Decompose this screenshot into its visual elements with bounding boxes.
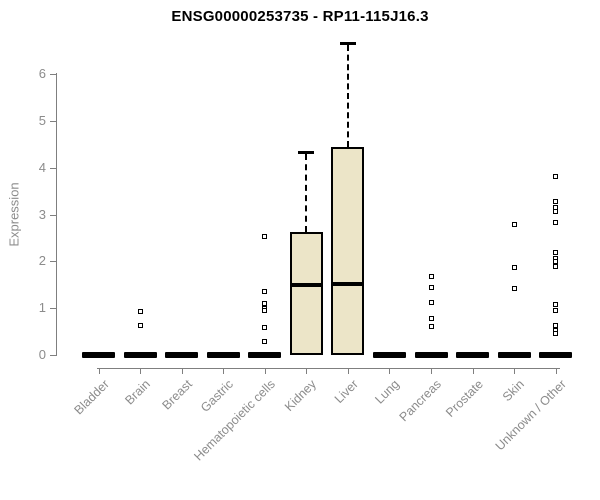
x-tick-label: Lung bbox=[372, 377, 402, 407]
y-tick-label: 6 bbox=[38, 66, 46, 81]
y-tick bbox=[50, 308, 56, 309]
y-tick bbox=[50, 261, 56, 262]
zero-bar bbox=[539, 352, 572, 358]
outlier-point bbox=[553, 209, 558, 214]
x-tick bbox=[556, 368, 557, 374]
outlier-point bbox=[553, 323, 558, 328]
chart-title: ENSG00000253735 - RP11-115J16.3 bbox=[171, 8, 429, 25]
y-tick-label: 1 bbox=[38, 300, 46, 315]
whisker-cap bbox=[298, 151, 314, 154]
outlier-point bbox=[553, 220, 558, 225]
outlier-point bbox=[553, 308, 558, 313]
zero-bar bbox=[124, 352, 157, 358]
box bbox=[290, 232, 323, 355]
outlier-point bbox=[429, 274, 434, 279]
y-tick bbox=[50, 215, 56, 216]
y-tick bbox=[50, 168, 56, 169]
zero-bar bbox=[248, 352, 281, 358]
y-tick bbox=[50, 74, 56, 75]
outlier-point bbox=[138, 309, 143, 314]
outlier-point bbox=[553, 264, 558, 269]
median-line bbox=[331, 282, 364, 286]
outlier-point bbox=[553, 302, 558, 307]
median-line bbox=[290, 283, 323, 287]
outlier-point bbox=[262, 301, 267, 306]
y-tick-label: 4 bbox=[38, 160, 46, 175]
zero-bar bbox=[165, 352, 198, 358]
x-tick bbox=[182, 368, 183, 374]
y-tick-label: 3 bbox=[38, 207, 46, 222]
x-tick-label: Kidney bbox=[281, 377, 319, 414]
y-tick-label: 0 bbox=[38, 347, 46, 362]
y-tick-label: 2 bbox=[38, 253, 46, 268]
x-tick-label: Pancreas bbox=[396, 377, 444, 425]
outlier-point bbox=[262, 339, 267, 344]
zero-bar bbox=[373, 352, 406, 358]
outlier-point bbox=[553, 199, 558, 204]
x-tick bbox=[473, 368, 474, 374]
y-tick bbox=[50, 121, 56, 122]
x-tick-label: Prostate bbox=[443, 377, 486, 420]
outlier-point bbox=[512, 286, 517, 291]
whisker-cap bbox=[340, 42, 356, 45]
outlier-point bbox=[429, 324, 434, 329]
y-axis-line bbox=[56, 73, 57, 356]
outlier-point bbox=[262, 234, 267, 239]
x-tick-label: Bladder bbox=[71, 377, 112, 418]
zero-bar bbox=[456, 352, 489, 358]
x-tick bbox=[389, 368, 390, 374]
outlier-point bbox=[429, 316, 434, 321]
box bbox=[331, 147, 364, 355]
x-tick-label: Liver bbox=[331, 377, 361, 407]
zero-bar bbox=[82, 352, 115, 358]
zero-bar bbox=[415, 352, 448, 358]
x-tick-label: Gastric bbox=[198, 377, 236, 415]
whisker bbox=[347, 45, 349, 147]
outlier-point bbox=[429, 285, 434, 290]
whisker bbox=[305, 154, 307, 232]
outlier-point bbox=[262, 325, 267, 330]
outlier-point bbox=[553, 331, 558, 336]
outlier-point bbox=[262, 289, 267, 294]
outlier-point bbox=[262, 308, 267, 313]
x-tick-label: Hematopoietic cells bbox=[191, 377, 278, 464]
outlier-point bbox=[138, 323, 143, 328]
x-tick bbox=[265, 368, 266, 374]
zero-bar bbox=[498, 352, 531, 358]
x-tick-label: Skin bbox=[499, 377, 527, 405]
zero-bar bbox=[207, 352, 240, 358]
x-tick-label: Brain bbox=[122, 377, 153, 408]
outlier-point bbox=[553, 174, 558, 179]
x-tick bbox=[306, 368, 307, 374]
y-tick-label: 5 bbox=[38, 113, 46, 128]
x-tick bbox=[348, 368, 349, 374]
x-tick bbox=[140, 368, 141, 374]
outlier-point bbox=[553, 259, 558, 264]
x-axis-line bbox=[97, 368, 560, 369]
x-tick-label: Breast bbox=[159, 377, 195, 413]
outlier-point bbox=[429, 300, 434, 305]
x-tick bbox=[431, 368, 432, 374]
x-tick bbox=[99, 368, 100, 374]
x-tick bbox=[514, 368, 515, 374]
y-tick bbox=[50, 355, 56, 356]
outlier-point bbox=[512, 265, 517, 270]
outlier-point bbox=[553, 250, 558, 255]
x-tick bbox=[223, 368, 224, 374]
outlier-point bbox=[512, 222, 517, 227]
